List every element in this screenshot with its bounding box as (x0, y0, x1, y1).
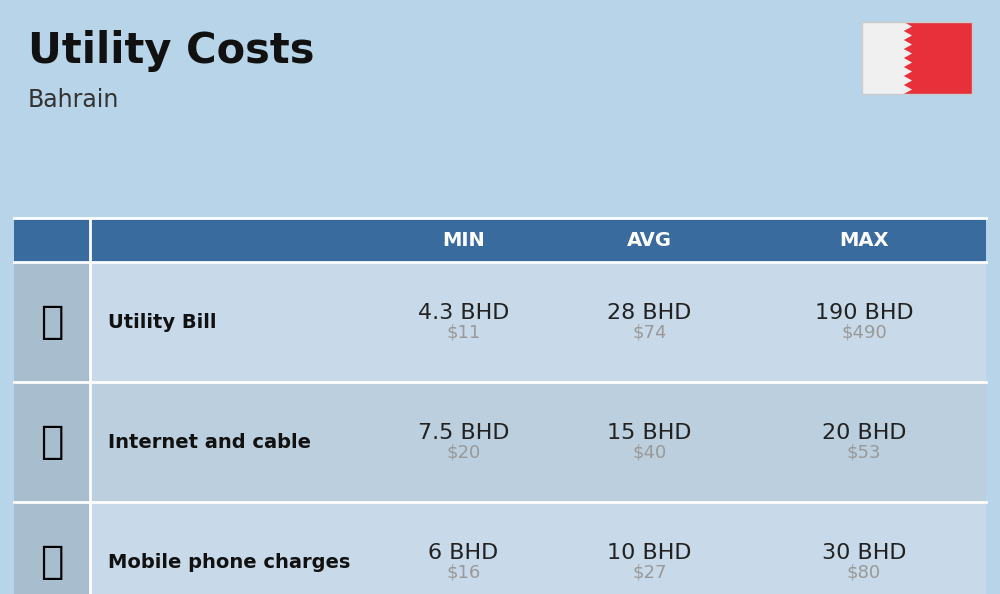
Polygon shape (862, 22, 912, 94)
Bar (14, 262, 90, 382)
Text: MAX: MAX (839, 230, 889, 249)
Bar (14, 218, 986, 262)
Text: Utility Costs: Utility Costs (28, 30, 314, 72)
Text: $20: $20 (446, 444, 481, 462)
Text: Bahrain: Bahrain (28, 88, 119, 112)
Text: $40: $40 (632, 444, 667, 462)
Text: 20 BHD: 20 BHD (822, 423, 906, 443)
Text: 28 BHD: 28 BHD (607, 303, 692, 323)
Text: Internet and cable: Internet and cable (108, 432, 311, 451)
Bar (862, 22, 972, 94)
Text: AVG: AVG (627, 230, 672, 249)
Text: 6 BHD: 6 BHD (428, 543, 499, 563)
Text: 15 BHD: 15 BHD (607, 423, 692, 443)
Bar (14, 382, 90, 502)
Text: $27: $27 (632, 564, 667, 582)
Text: 7.5 BHD: 7.5 BHD (418, 423, 509, 443)
Text: 30 BHD: 30 BHD (822, 543, 906, 563)
Bar (90, 502, 986, 594)
Text: $490: $490 (841, 324, 887, 342)
Text: $53: $53 (847, 444, 881, 462)
Text: $11: $11 (446, 324, 481, 342)
Bar (14, 502, 90, 594)
Text: 🔌: 🔌 (40, 303, 64, 341)
Text: 10 BHD: 10 BHD (607, 543, 692, 563)
Text: 190 BHD: 190 BHD (815, 303, 913, 323)
Bar (90, 262, 986, 382)
Bar (862, 22, 972, 94)
Text: 📡: 📡 (40, 423, 64, 461)
Bar (90, 382, 986, 502)
Text: $74: $74 (632, 324, 667, 342)
Text: MIN: MIN (442, 230, 485, 249)
Text: Utility Bill: Utility Bill (108, 312, 216, 331)
Text: 4.3 BHD: 4.3 BHD (418, 303, 509, 323)
Text: 📱: 📱 (40, 543, 64, 581)
Text: $80: $80 (847, 564, 881, 582)
Text: Mobile phone charges: Mobile phone charges (108, 552, 350, 571)
Text: $16: $16 (446, 564, 481, 582)
